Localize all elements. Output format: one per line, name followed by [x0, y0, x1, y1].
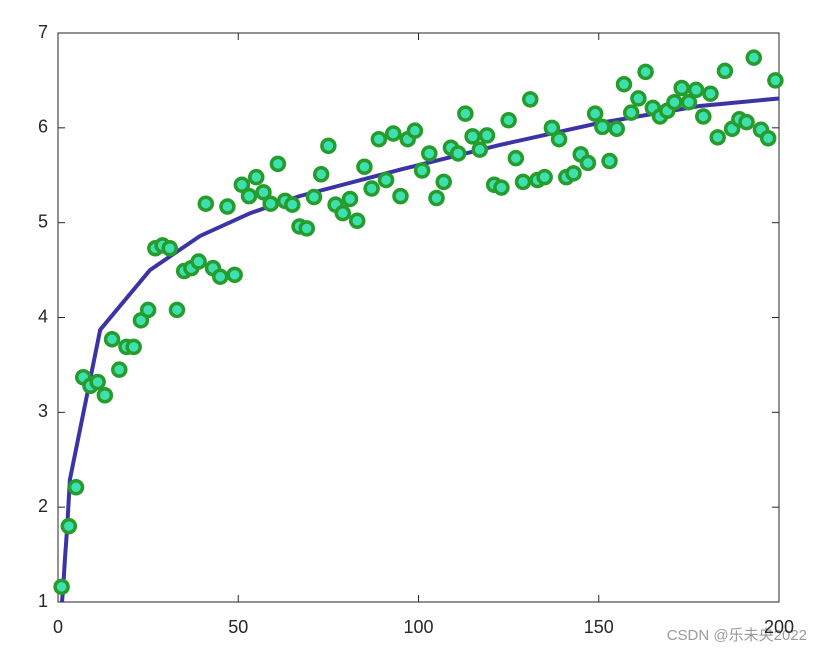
data-point [586, 105, 604, 122]
data-point [522, 91, 539, 108]
data-point [543, 119, 561, 137]
data-point [673, 79, 690, 97]
y-tick-label: 2 [38, 496, 48, 516]
data-point [248, 168, 265, 186]
data-point [615, 75, 633, 93]
data-point [759, 130, 777, 147]
data-point [687, 81, 705, 99]
data-point [334, 204, 352, 222]
data-point [240, 187, 258, 205]
data-point [255, 184, 272, 201]
data-point [341, 190, 359, 208]
y-tick-label: 4 [38, 306, 48, 326]
data-point [716, 62, 734, 80]
data-point [413, 162, 431, 179]
y-tick-label: 5 [38, 211, 48, 231]
data-point [370, 130, 388, 148]
data-point [428, 189, 445, 207]
data-point [60, 517, 78, 535]
data-point [709, 129, 726, 146]
data-point [630, 90, 647, 107]
data-point [406, 122, 424, 139]
data-point [211, 268, 229, 285]
data-point [139, 301, 157, 319]
data-point [53, 578, 70, 596]
data-point [233, 176, 251, 193]
data-point [125, 338, 142, 356]
y-tick-label: 7 [38, 22, 48, 42]
data-point [493, 179, 510, 196]
data-point [507, 149, 525, 167]
data-point [579, 154, 597, 172]
data-point [348, 212, 366, 230]
data-point [478, 127, 496, 144]
data-point [767, 72, 784, 89]
data-point [356, 158, 373, 175]
data-point [745, 49, 763, 66]
watermark: CSDN @乐未央2022 [667, 627, 807, 644]
data-point [421, 145, 438, 162]
data-point [312, 166, 330, 183]
data-point [449, 145, 467, 162]
data-point [594, 118, 611, 136]
data-point [67, 479, 85, 496]
data-point [601, 152, 618, 170]
y-tick-label: 1 [38, 591, 48, 611]
fit-line [59, 96, 779, 602]
data-point [565, 165, 582, 182]
y-tick-label: 3 [38, 401, 48, 421]
data-point [168, 301, 186, 319]
data-point [363, 180, 380, 197]
data-point [637, 63, 654, 81]
data-point [103, 331, 121, 348]
data-point [738, 113, 755, 131]
data-point [695, 108, 712, 125]
data-point [500, 111, 517, 129]
data-point [377, 171, 395, 189]
data-point [392, 187, 409, 205]
data-point [680, 93, 698, 111]
plot-area [59, 96, 779, 602]
data-point [550, 130, 568, 148]
data-point [89, 373, 106, 391]
data-point [305, 188, 323, 206]
axes-box [57, 32, 780, 603]
data-point [298, 220, 315, 237]
data-point [471, 141, 489, 158]
x-tick-label: 150 [584, 617, 614, 637]
data-point [457, 105, 474, 122]
data-point [702, 85, 719, 102]
data-point [219, 198, 236, 215]
x-tick-label: 0 [53, 617, 63, 637]
data-point [666, 93, 683, 111]
data-point [514, 173, 532, 191]
data-point [284, 196, 301, 213]
data-point [536, 168, 553, 186]
x-tick-label: 200 [764, 617, 794, 637]
data-point [269, 155, 287, 173]
data-point [608, 120, 626, 138]
y-tick-label: 6 [38, 117, 48, 137]
data-point [262, 195, 279, 212]
data-point [226, 266, 243, 284]
data-point [464, 128, 481, 145]
data-point [197, 195, 215, 212]
data-point [96, 387, 114, 404]
x-tick-label: 50 [228, 617, 248, 637]
data-point [161, 240, 179, 257]
data-point [190, 253, 207, 270]
data-point [111, 361, 128, 378]
data-point [435, 173, 452, 191]
x-tick-label: 100 [403, 617, 433, 637]
data-point [320, 137, 337, 155]
data-point [385, 125, 402, 142]
data-point [622, 104, 640, 121]
